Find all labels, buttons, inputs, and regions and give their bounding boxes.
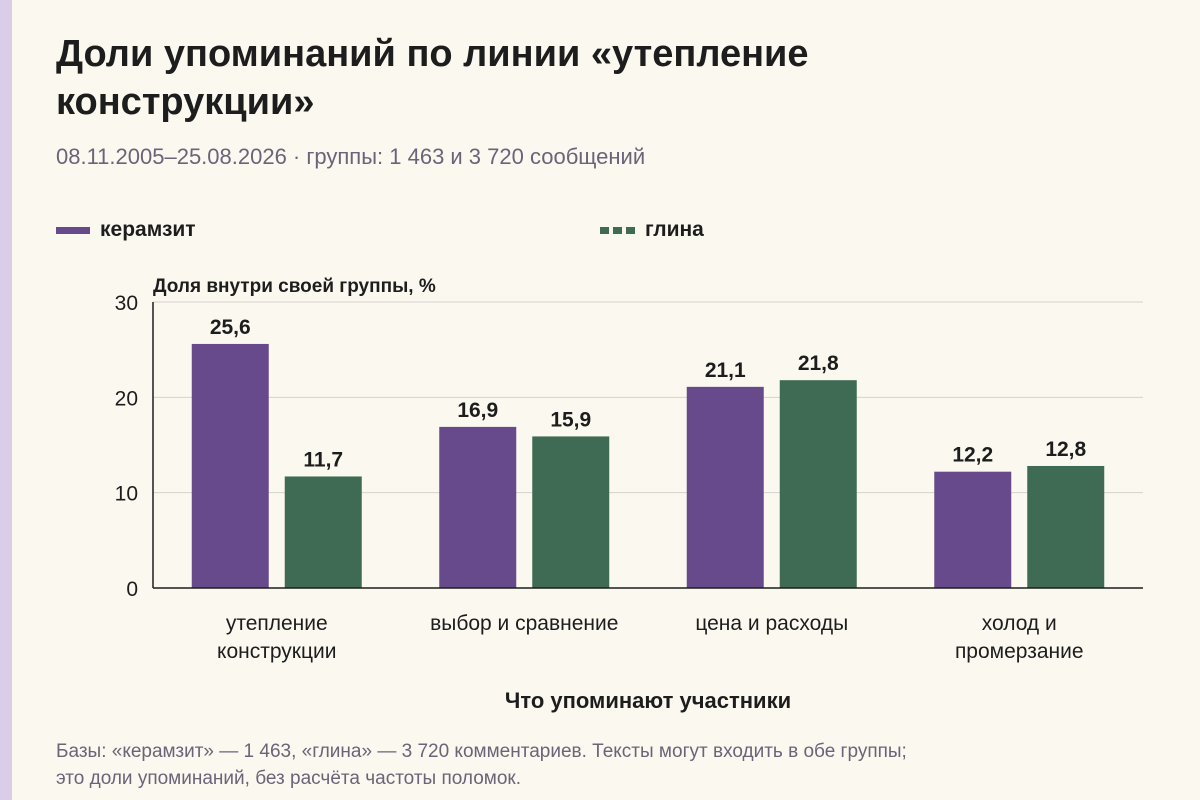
data-labels: 25,6 11,7 16,9 15,9 21,1 21,8 12,2 12,8 bbox=[210, 316, 1087, 472]
legend-label-glina: глина bbox=[645, 218, 704, 241]
bar-glina bbox=[1027, 465, 1105, 588]
footnote: Базы: «керамзит» — 1 463, «глина» — 3 72… bbox=[56, 738, 1156, 792]
x-axis-label: Что упоминают участники bbox=[505, 688, 791, 713]
legend-swatch-glina bbox=[600, 226, 635, 234]
data-label: 12,8 bbox=[1045, 438, 1086, 461]
legend-swatch-keramzit bbox=[56, 226, 90, 234]
accent-strip bbox=[0, 0, 12, 800]
chart-subtitle: 08.11.2005–25.08.2026 · группы: 1 463 и … bbox=[56, 144, 646, 169]
bar-glina bbox=[284, 476, 362, 588]
data-label: 16,9 bbox=[457, 399, 498, 422]
data-label: 15,9 bbox=[550, 408, 591, 431]
data-label: 21,1 bbox=[705, 359, 746, 382]
legend-item-glina: глина bbox=[600, 218, 704, 242]
data-label: 21,8 bbox=[798, 352, 839, 375]
data-label: 12,2 bbox=[952, 444, 993, 467]
bar-keramzit bbox=[439, 426, 517, 588]
y-tick-label: 20 bbox=[115, 387, 138, 410]
chart-title: Доли упоминаний по линии «утепление конс… bbox=[56, 33, 809, 123]
x-tick-label: утепление конструкции bbox=[217, 612, 336, 663]
data-label: 11,7 bbox=[303, 448, 343, 471]
x-tick-label: цена и расходы bbox=[695, 612, 848, 635]
legend-label-keramzit: керамзит bbox=[100, 218, 196, 241]
legend-item-keramzit: керамзит bbox=[56, 218, 196, 242]
data-label: 25,6 bbox=[210, 316, 251, 339]
bar-keramzit bbox=[191, 343, 269, 588]
bar-keramzit bbox=[686, 386, 764, 588]
bar-glina bbox=[532, 436, 610, 588]
y-tick-label: 10 bbox=[115, 483, 138, 506]
y-tick-labels: 0 10 20 30 bbox=[115, 292, 138, 601]
y-tick-label: 0 bbox=[126, 578, 138, 601]
footnote-line-1: Базы: «керамзит» — 1 463, «глина» — 3 72… bbox=[56, 741, 907, 762]
x-tick-label: выбор и сравнение bbox=[430, 612, 618, 635]
bars bbox=[191, 343, 1105, 588]
y-tick-label: 30 bbox=[115, 292, 138, 315]
x-tick-labels: утепление конструкции выбор и сравнение цен… bbox=[217, 612, 1084, 663]
bar-keramzit bbox=[934, 471, 1012, 588]
x-tick-label: холод и промерзание bbox=[955, 612, 1084, 663]
y-axis-label: Доля внутри своей группы, % bbox=[153, 276, 436, 297]
bar-glina bbox=[779, 380, 857, 588]
gridlines bbox=[153, 301, 1143, 494]
footnote-line-2: это доли упоминаний, без расчёта частоты… bbox=[56, 768, 521, 789]
